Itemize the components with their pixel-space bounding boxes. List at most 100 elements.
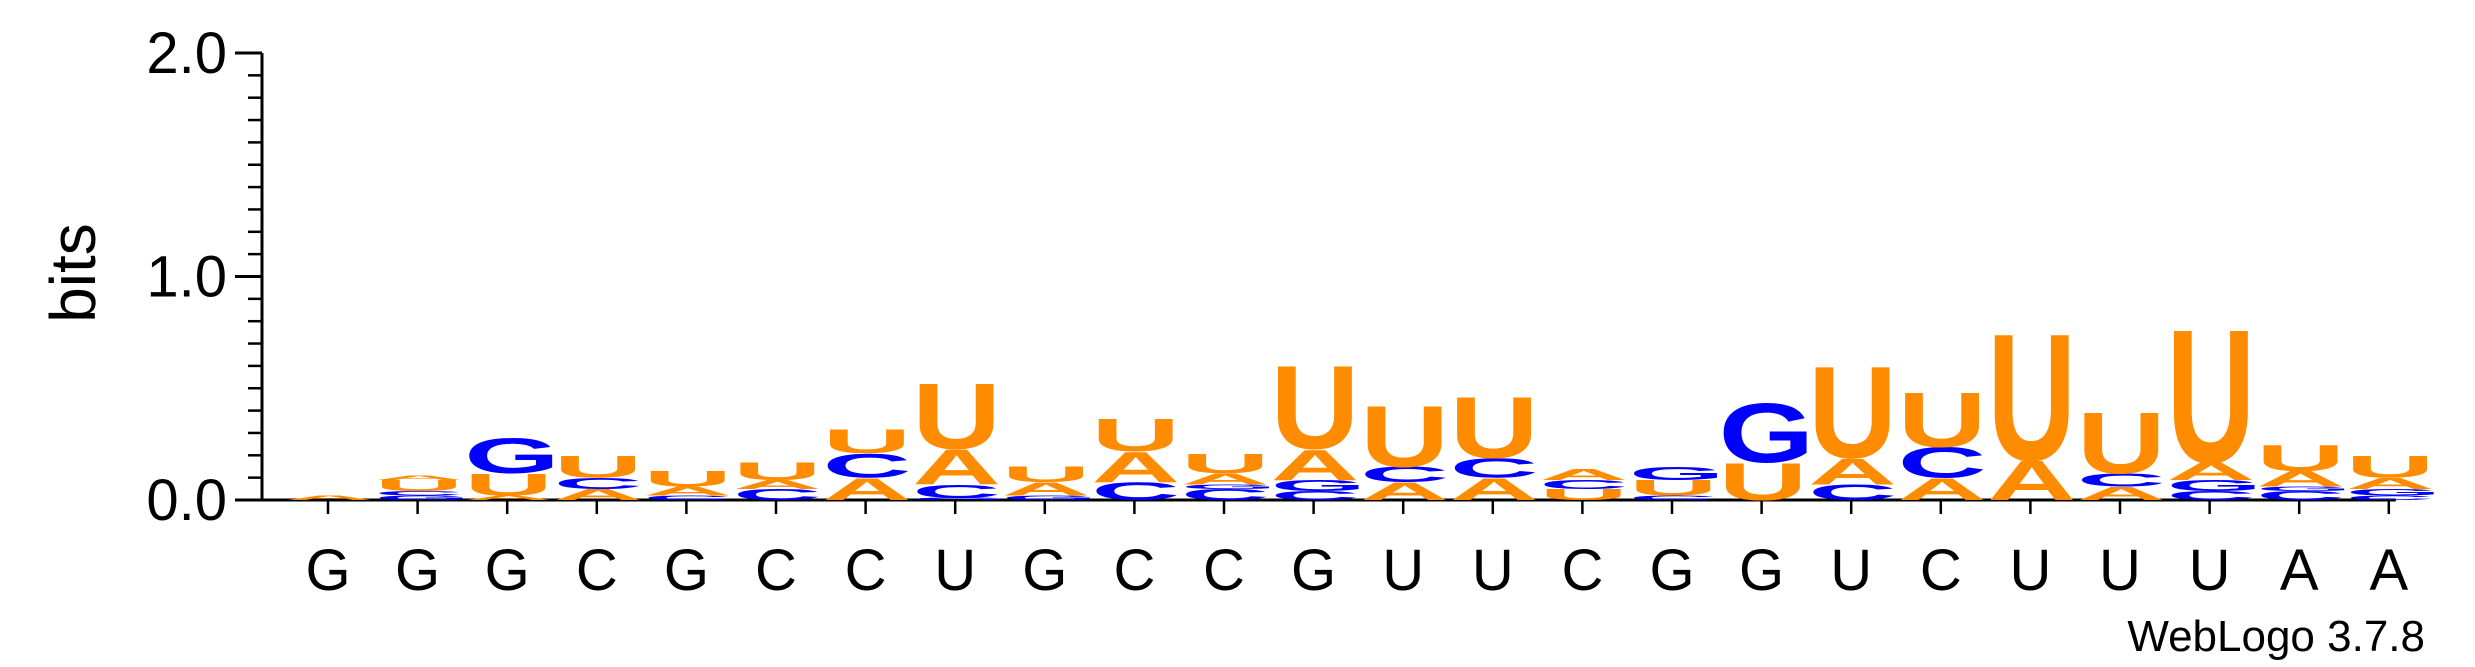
- logo-letter-C: C: [2077, 470, 2166, 491]
- logo-letter-G: G: [912, 497, 1008, 500]
- logo-letter-A: A: [1539, 466, 1628, 483]
- logo-letter-C: C: [554, 475, 643, 492]
- logo-letter-C: C: [823, 447, 912, 485]
- logo-letter-C: C: [2346, 494, 2435, 501]
- logo-letter-A: A: [823, 472, 912, 507]
- logo-letter-U: U: [1719, 452, 1808, 511]
- logo-letter-U: U: [1091, 409, 1180, 461]
- logo-letter-A: A: [912, 439, 1001, 495]
- logo-letter-C: C: [1539, 478, 1628, 492]
- x-tick-label: C: [1561, 538, 1603, 603]
- logo-letter-A: A: [2346, 475, 2435, 492]
- logo-letter-U: U: [912, 365, 1001, 470]
- logo-letter-C: C: [1450, 452, 1539, 484]
- logo-letter-U: U: [2077, 394, 2166, 492]
- logo-letter-G: G: [1002, 494, 1098, 501]
- x-tick-label: G: [1291, 538, 1336, 603]
- weblogo-credit: WebLogo 3.7.8: [2127, 612, 2425, 661]
- logo-letter-A: A: [643, 484, 732, 498]
- logo-stacks: A GCUAAUGACUCAUCAUACUGCAUGAUCAUCGAUCGAUAC…: [285, 290, 2441, 513]
- x-tick-label: G: [1649, 538, 1694, 603]
- logo-letter-U: U: [1002, 462, 1091, 487]
- y-axis: 0.0 1.0 2.0: [146, 21, 264, 533]
- logo-stack: ACU: [823, 422, 912, 506]
- logo-letter-G: G: [1271, 477, 1367, 494]
- x-tick-label: G: [1739, 538, 1784, 603]
- x-tick-label: U: [934, 538, 976, 603]
- x-tick-label: C: [755, 538, 797, 603]
- y-axis-label: bits: [37, 223, 109, 323]
- logo-letter-A: A: [1898, 472, 1987, 507]
- logo-letter-A: A: [733, 478, 822, 492]
- logo-stack: A: [285, 494, 374, 501]
- logo-letter-A: A: [1271, 441, 1360, 490]
- x-tick-label: U: [2009, 538, 2051, 603]
- x-tick-label: A: [2369, 538, 2408, 603]
- logo-letter-C: C: [2256, 489, 2345, 503]
- logo-stack: CUG: [1629, 463, 1725, 502]
- logo-letter-U: U: [823, 422, 912, 460]
- logo-letter-U: U: [643, 467, 732, 492]
- logo-letter-U: U: [2256, 438, 2345, 480]
- logo-letter-C: C: [1629, 494, 1718, 501]
- logo-letter-U: U: [1181, 448, 1270, 480]
- x-tick-label: C: [1113, 538, 1155, 603]
- logo-letter-A: A: [1181, 470, 1270, 487]
- logo-letter-U: U: [2167, 290, 2256, 503]
- logo-letter-U: U: [1987, 296, 2076, 498]
- x-tick-label: G: [1022, 538, 1067, 603]
- x-tick-label: G: [305, 538, 350, 603]
- logo-letter-G: G: [2167, 477, 2263, 494]
- logo-letter-C: C: [2167, 489, 2256, 503]
- logo-stack: ACU: [1898, 376, 1987, 507]
- logo-letter-A: A: [464, 494, 553, 501]
- logo-letter-U: U: [2346, 449, 2435, 484]
- x-tick-label: C: [1920, 538, 1962, 603]
- logo-letter-A: A: [1808, 451, 1897, 493]
- x-tick-label: U: [2189, 538, 2231, 603]
- x-tick-label: G: [485, 538, 530, 603]
- logo-letter-C: C: [912, 481, 1001, 502]
- logo-letter-G: G: [375, 494, 471, 501]
- logo-stack: UG: [1719, 387, 1815, 512]
- logo-stack: UCA: [1539, 466, 1628, 504]
- logo-letter-U: U: [1539, 486, 1628, 503]
- logo-letter-A: A: [1450, 472, 1539, 507]
- x-tick-label: U: [2099, 538, 2141, 603]
- logo-letter-A: A: [285, 494, 374, 501]
- x-tick-label: U: [1830, 538, 1872, 603]
- logo-letter-U: U: [554, 449, 643, 484]
- logo-letter-G: G: [2256, 485, 2352, 492]
- logo-letter-G: G: [464, 428, 560, 484]
- logo-letter-U: U: [1629, 476, 1718, 501]
- x-tick-label: U: [1472, 538, 1514, 603]
- logo-stack: CAU: [733, 457, 822, 503]
- logo-stack: ACU: [1360, 387, 1449, 505]
- logo-letter-G: G: [1181, 483, 1277, 490]
- logo-stack: ACU: [2077, 394, 2166, 504]
- logo-letter-G: G: [2346, 487, 2442, 497]
- logo-stack: GAU: [1002, 462, 1098, 501]
- logo-letter-C: C: [1181, 486, 1270, 503]
- y-tick-label: 1.0: [146, 245, 227, 310]
- logo-letter-U: U: [1450, 378, 1539, 476]
- logo-letter-C: C: [1271, 489, 1360, 503]
- logo-letter-A: A: [375, 474, 464, 481]
- logo-letter-A: A: [2077, 483, 2166, 504]
- x-tick-label: C: [1203, 538, 1245, 603]
- logo-letter-C: C: [1360, 462, 1449, 487]
- logo-letter-A: A: [1987, 450, 2076, 512]
- logo-letter-U: U: [733, 457, 822, 485]
- logo-letter-A: A: [554, 486, 643, 503]
- logo-stack: CAU: [1808, 339, 1897, 505]
- logo-letter-A: A: [1091, 443, 1180, 492]
- logo-letter-G: G: [1629, 463, 1725, 484]
